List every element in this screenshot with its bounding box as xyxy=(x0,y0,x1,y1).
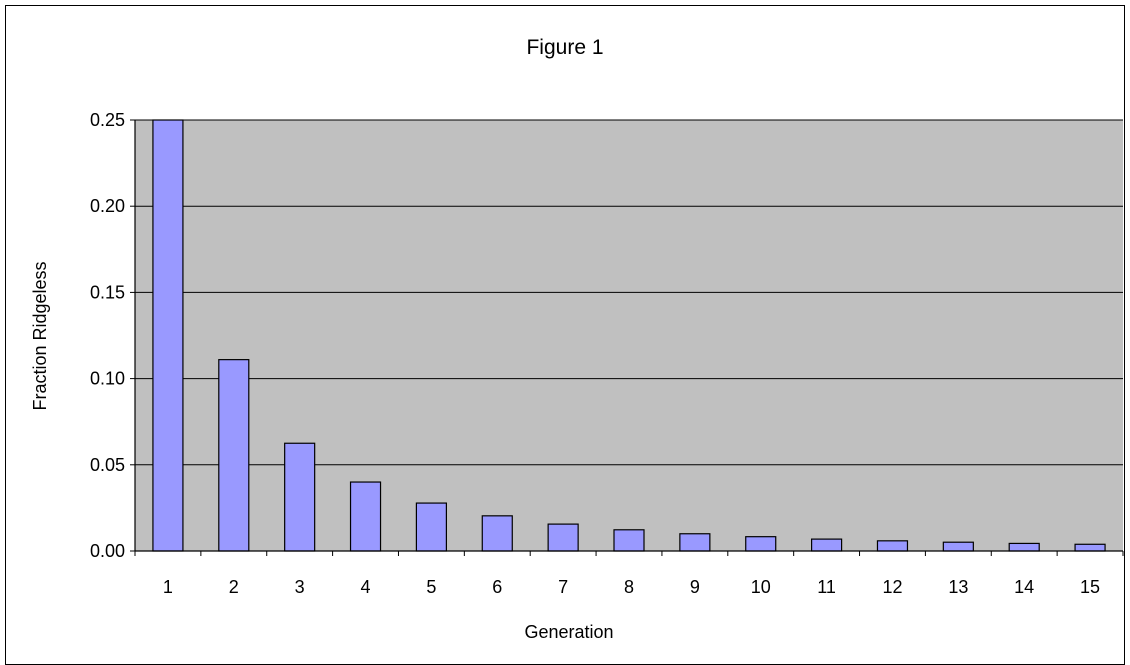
bar xyxy=(810,538,843,552)
y-tick-labels: 0.00 0.05 0.10 0.15 0.20 0.25 xyxy=(90,110,125,561)
x-tick-label: 3 xyxy=(295,577,305,597)
x-axis-title: Generation xyxy=(524,622,613,642)
bar xyxy=(349,481,382,552)
x-tick-label: 7 xyxy=(558,577,568,597)
plot-area xyxy=(135,120,1123,551)
x-tick-label: 14 xyxy=(1014,577,1034,597)
x-tick-label: 8 xyxy=(624,577,634,597)
bar xyxy=(415,502,447,552)
bar xyxy=(613,529,645,552)
bar xyxy=(152,119,184,552)
chart-title: Figure 1 xyxy=(526,36,603,59)
y-tick-label: 0.25 xyxy=(90,110,125,130)
y-tick-label: 0.05 xyxy=(90,455,125,475)
x-tick-label: 15 xyxy=(1080,577,1100,597)
bars xyxy=(152,119,1106,552)
bar xyxy=(679,533,711,552)
bar xyxy=(745,536,777,552)
x-tick-label: 12 xyxy=(882,577,902,597)
bar xyxy=(481,515,513,552)
bar xyxy=(1008,542,1040,552)
x-tick-label: 2 xyxy=(229,577,239,597)
bar xyxy=(218,359,250,552)
y-tick-label: 0.00 xyxy=(90,541,125,561)
bar xyxy=(284,442,316,552)
bar xyxy=(942,541,974,552)
axes xyxy=(130,119,1124,556)
bar xyxy=(876,540,909,552)
x-tick-label: 13 xyxy=(948,577,968,597)
x-tick-label: 11 xyxy=(817,577,836,597)
y-tick-label: 0.20 xyxy=(90,196,125,216)
x-tick-label: 5 xyxy=(426,577,436,597)
y-tick-label: 0.15 xyxy=(90,282,125,302)
gridlines xyxy=(135,119,1123,466)
x-tick-label: 9 xyxy=(690,577,700,597)
y-tick-label: 0.10 xyxy=(90,369,125,389)
x-tick-label: 4 xyxy=(361,577,371,597)
x-tick-label: 6 xyxy=(492,577,502,597)
x-tick-label: 1 xyxy=(163,577,173,597)
bar xyxy=(1074,543,1106,552)
x-tick-label: 10 xyxy=(751,577,771,597)
x-tick-labels: 1 2 3 4 5 6 7 8 9 10 11 12 13 14 15 xyxy=(163,577,1100,597)
bar xyxy=(547,523,579,552)
y-axis-title: Fraction Ridgeless xyxy=(30,261,50,410)
